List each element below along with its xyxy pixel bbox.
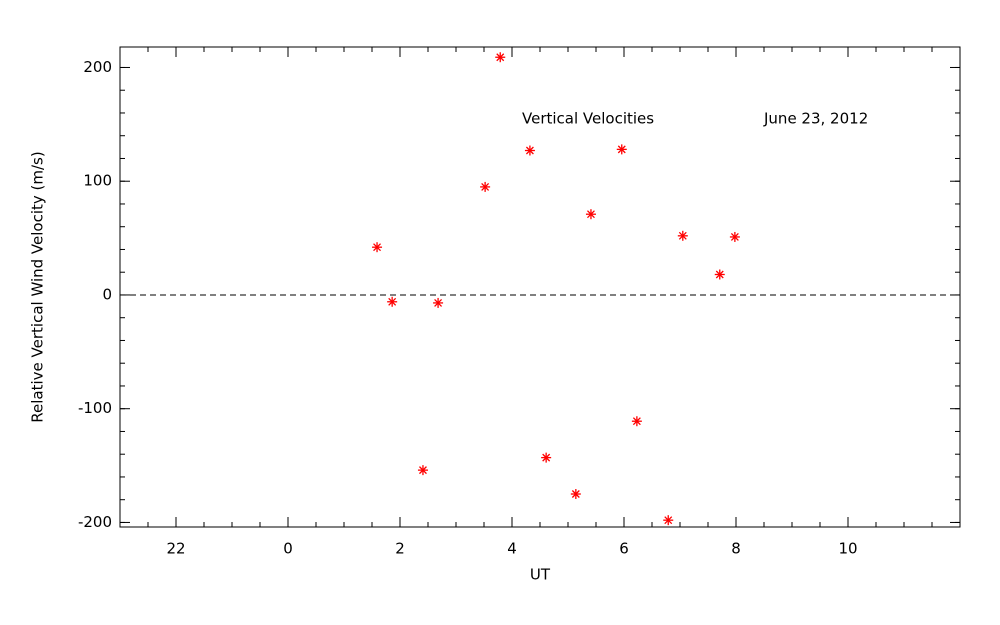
- x-tick-label: 2: [395, 540, 405, 558]
- data-point: [729, 231, 740, 242]
- data-point: [524, 145, 535, 156]
- data-point: [417, 465, 428, 476]
- data-point: [677, 230, 688, 241]
- data-point: [387, 296, 398, 307]
- data-point: [480, 181, 491, 192]
- y-tick-label: 100: [83, 172, 112, 190]
- x-tick-label: 22: [166, 540, 185, 558]
- data-point: [433, 297, 444, 308]
- data-point: [570, 489, 581, 500]
- data-point: [631, 416, 642, 427]
- y-tick-label: -100: [78, 399, 112, 417]
- y-tick-label: 0: [102, 285, 112, 303]
- x-tick-label: 8: [731, 540, 741, 558]
- data-point: [541, 452, 552, 463]
- x-tick-label: 10: [838, 540, 857, 558]
- annotation: Vertical Velocities: [522, 110, 654, 128]
- data-point: [585, 209, 596, 220]
- data-point: [616, 144, 627, 155]
- data-point: [714, 269, 725, 280]
- y-axis-label: Relative Vertical Wind Velocity (m/s): [29, 151, 47, 422]
- y-tick-label: 200: [83, 58, 112, 76]
- y-tick-label: -200: [78, 513, 112, 531]
- data-point: [663, 515, 674, 526]
- data-point: [495, 52, 506, 63]
- data-point: [372, 242, 383, 253]
- x-tick-label: 6: [619, 540, 629, 558]
- x-tick-label: 0: [283, 540, 293, 558]
- x-axis-label: UT: [530, 566, 551, 584]
- x-tick-label: 4: [507, 540, 517, 558]
- annotation: June 23, 2012: [763, 110, 868, 128]
